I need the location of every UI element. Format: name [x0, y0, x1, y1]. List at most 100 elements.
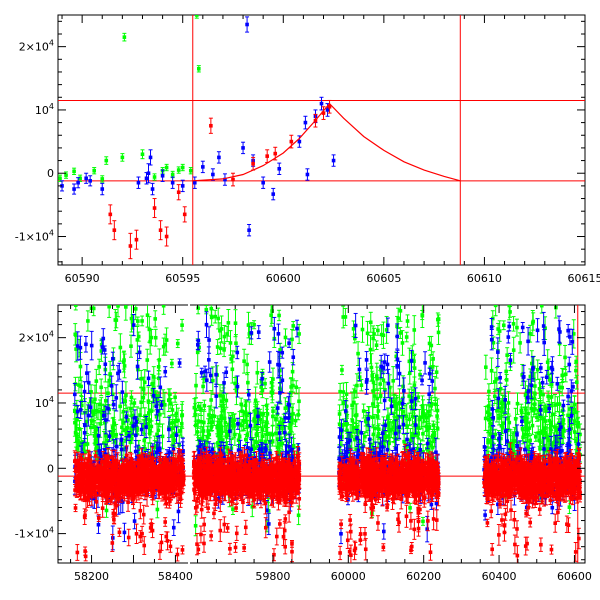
green-data-point: [152, 173, 157, 181]
red-data-point: [327, 99, 332, 114]
blue-data-point: [245, 16, 250, 33]
green-data-point: [153, 310, 158, 328]
green-data-point: [170, 415, 175, 431]
green-data-point: [166, 388, 171, 412]
x-tick-label: 60590: [65, 272, 100, 285]
green-data-point: [122, 350, 127, 370]
green-data-point: [194, 15, 199, 19]
red-data-point: [108, 204, 113, 225]
green-data-point: [164, 327, 169, 353]
green-data-point: [156, 359, 161, 375]
zoom-panel-frame: [57, 14, 586, 266]
green-data-point: [196, 65, 201, 73]
green-data-point: [161, 337, 166, 356]
blue-data-point: [72, 183, 77, 195]
red-data-point: [230, 172, 235, 187]
green-data-point: [64, 171, 69, 179]
green-data-point: [146, 402, 151, 423]
green-data-point: [196, 305, 201, 315]
green-data-point: [92, 167, 97, 175]
green-data-point: [114, 311, 119, 329]
zoom-panel-points: [58, 15, 336, 260]
green-data-point: [239, 397, 244, 412]
green-data-point: [118, 333, 123, 362]
model-curve-line: [192, 102, 461, 182]
green-data-point: [122, 32, 127, 42]
green-data-point: [149, 400, 154, 422]
blue-data-point: [146, 163, 151, 184]
blue-data-point: [305, 168, 310, 181]
green-data-point: [180, 163, 185, 172]
green-data-point: [213, 309, 218, 324]
red-data-point: [128, 232, 133, 260]
blue-data-point: [261, 176, 266, 189]
red-data-point: [112, 220, 117, 241]
y-tick-label: 2×104: [19, 39, 54, 54]
green-data-point: [97, 399, 102, 410]
green-data-point: [94, 402, 99, 419]
green-data-point: [290, 403, 295, 425]
blue-data-point: [60, 180, 65, 192]
green-data-point: [139, 387, 144, 418]
green-data-point: [180, 318, 185, 332]
green-data-point: [91, 401, 96, 421]
green-data-point: [72, 167, 77, 175]
full-panel: 58200 58400 59800 60000 60200 60400 60600-1×10…: [15, 303, 592, 583]
zoom-panel-axes: 60590 60595 60600 60605 60610 60615-1×1040104…: [15, 15, 600, 285]
green-data-point: [94, 368, 99, 394]
green-data-point: [153, 328, 158, 347]
red-data-point: [321, 106, 326, 120]
blue-data-point: [136, 176, 141, 189]
red-data-point: [208, 117, 213, 134]
zoom-panel: 60590 60595 60600 60605 60610 60615-1×1040104…: [15, 14, 600, 285]
green-data-point: [277, 309, 282, 322]
green-data-point: [246, 311, 251, 339]
red-data-point: [164, 226, 169, 247]
green-data-point: [120, 153, 125, 162]
blue-data-point: [88, 175, 93, 187]
green-data-point: [119, 418, 124, 437]
blue-data-point: [241, 141, 246, 155]
blue-data-point: [303, 115, 308, 130]
green-data-point: [74, 420, 79, 448]
x-tick-label: 60610: [467, 272, 502, 285]
green-data-point: [161, 305, 166, 315]
green-data-point: [164, 163, 169, 172]
green-data-point: [137, 407, 142, 423]
green-data-point: [252, 320, 257, 330]
green-data-point: [176, 166, 181, 174]
green-data-point: [129, 305, 134, 333]
green-data-point: [129, 390, 134, 405]
blue-data-point: [331, 154, 336, 167]
blue-data-point: [76, 177, 81, 189]
x-tick-label: 60615: [568, 272, 600, 285]
green-data-point: [77, 420, 82, 439]
green-data-point: [107, 305, 112, 318]
blue-data-point: [222, 173, 227, 186]
blue-data-point: [192, 176, 197, 189]
green-data-point: [140, 149, 145, 160]
blue-data-point: [160, 169, 165, 182]
green-data-point: [294, 380, 299, 395]
green-data-point: [147, 316, 152, 343]
green-data-point: [73, 305, 78, 311]
green-data-point: [255, 360, 260, 385]
green-data-point: [261, 404, 266, 423]
green-data-point: [245, 353, 250, 376]
green-data-point: [170, 404, 175, 416]
blue-data-point: [100, 182, 105, 196]
green-data-point: [99, 378, 104, 397]
green-data-point: [179, 409, 184, 438]
green-data-point: [155, 500, 160, 519]
green-data-point: [128, 400, 133, 418]
green-data-point: [123, 305, 128, 321]
red-data-point: [152, 198, 157, 219]
green-data-point: [141, 386, 146, 409]
green-data-point: [73, 376, 78, 392]
green-data-point: [104, 156, 109, 165]
green-data-point: [140, 315, 145, 327]
x-tick-label: 60595: [165, 272, 200, 285]
blue-data-point: [170, 176, 175, 189]
red-data-point: [158, 220, 163, 241]
